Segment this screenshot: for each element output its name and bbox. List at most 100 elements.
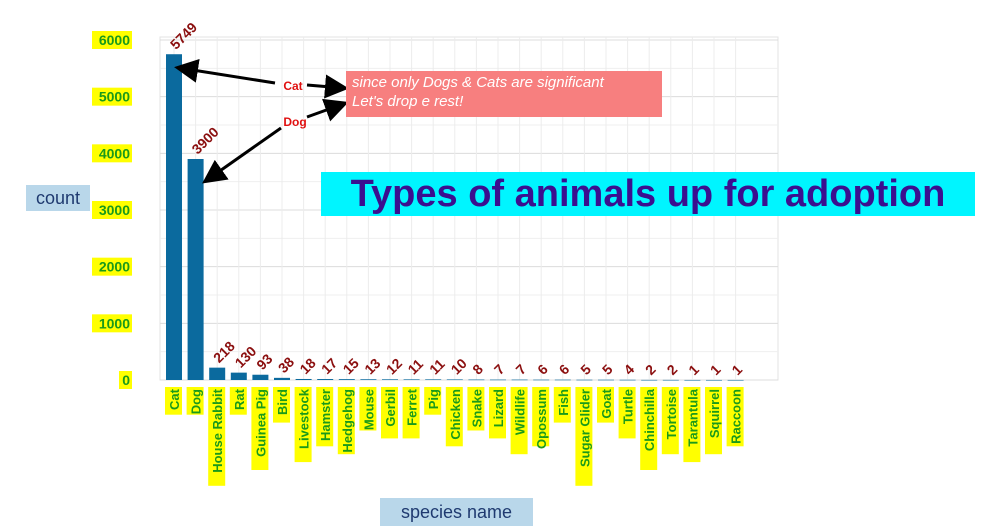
x-tick-label-bg [618, 387, 636, 439]
x-tick-label-bg [229, 387, 247, 415]
x-tick-label-bg [640, 387, 658, 470]
x-tick-label-bg [294, 387, 312, 463]
bar [662, 379, 679, 381]
x-tick-label-bg [273, 387, 290, 423]
bar [598, 379, 614, 381]
bar [468, 379, 485, 381]
y-tick-label: 5000 [92, 87, 132, 106]
x-tick-text: Mouse [361, 389, 376, 430]
x-tick-label-bg [467, 387, 485, 431]
annotation-line-2: Let's drop e rest! [352, 93, 464, 110]
annotation-line-1: since only Dogs & Cats are significant [352, 74, 604, 91]
x-tick-label-bg [532, 387, 550, 447]
bar [338, 379, 355, 380]
x-tick-label: House Rabbit [208, 387, 226, 486]
bar [684, 379, 701, 381]
y-tick-labels: 0 1000 2000 3000 4000 5000 6000 [92, 31, 132, 389]
y-tick-text: 0 [122, 372, 130, 388]
y-tick-label: 0 [119, 371, 132, 389]
y-tick-label: 1000 [92, 314, 132, 333]
x-tick-label-bg [489, 387, 506, 439]
x-tick-label: Sugar Glider [575, 387, 593, 486]
x-tick-label: Livestock [294, 387, 312, 463]
y-tick-text: 1000 [99, 315, 130, 331]
x-tick-label-bg [251, 387, 269, 470]
bar [727, 379, 744, 381]
bar [166, 54, 182, 381]
x-tick-label-bg [510, 387, 528, 455]
x-tick-text: Hedgehog [340, 389, 355, 453]
bar [382, 379, 398, 380]
x-tick-text: Tarantula [685, 388, 700, 446]
x-tick-label: Ferret [402, 387, 420, 439]
x-tick-text: Tortoise [664, 389, 679, 439]
x-tick-text: Livestock [297, 388, 312, 449]
x-tick-label-bg [705, 387, 722, 455]
y-tick-label-bg [92, 314, 132, 333]
y-tick-label-bg [92, 201, 132, 219]
bar [274, 377, 290, 380]
bar [490, 379, 506, 381]
y-tick-label: 4000 [92, 144, 132, 163]
x-tick-label-bg [424, 387, 442, 415]
x-tick-label-bg [445, 387, 463, 447]
x-tick-label: Wildlife [510, 387, 528, 455]
x-tick-label-bg [661, 387, 679, 455]
x-tick-label: Mouse [359, 387, 377, 431]
x-tick-label: Snake [467, 387, 485, 431]
x-tick-text: Lizard [491, 389, 506, 427]
y-tick-text: 3000 [99, 202, 130, 218]
bar [403, 379, 420, 380]
x-tick-text: Pig [426, 389, 441, 409]
x-tick-label-bg [726, 387, 744, 447]
x-tick-label: Rat [229, 387, 247, 415]
bar [641, 379, 658, 381]
x-tick-label: Cat [165, 387, 182, 415]
x-tick-text: Chicken [448, 389, 463, 440]
x-tick-label: Raccoon [726, 387, 744, 447]
y-tick-label-bg [92, 87, 132, 106]
x-tick-labels: Cat Dog House Rabbit Rat Guinea Pig Bird Lives… [165, 387, 744, 486]
y-tick-label-bg [119, 371, 132, 389]
x-tick-label: Lizard [489, 387, 506, 439]
x-tick-label-bg [402, 387, 420, 439]
x-tick-label: Turtle [618, 387, 636, 439]
x-tick-text: Fish [556, 389, 571, 416]
x-tick-text: Rat [232, 388, 247, 410]
x-tick-text: Goat [599, 388, 614, 418]
x-tick-text: Raccoon [729, 389, 744, 444]
x-tick-text: Gerbil [383, 389, 398, 427]
x-tick-label: Tarantula [683, 387, 701, 463]
x-tick-text: Opossum [534, 389, 549, 449]
x-tick-text: Sugar Glider [577, 389, 592, 467]
bar [576, 379, 593, 381]
bar [252, 374, 269, 380]
arrow-label-cat: Cat [283, 79, 302, 93]
x-tick-label: Hedgehog [337, 387, 355, 455]
x-tick-text: Bird [275, 389, 290, 415]
x-tick-label-bg [553, 387, 571, 423]
x-axis-label: species name [400, 502, 513, 522]
y-axis-label-box: count [26, 185, 90, 211]
x-tick-text: Snake [469, 389, 484, 427]
x-tick-label: Guinea Pig [251, 387, 269, 470]
y-tick-text: 4000 [99, 145, 130, 161]
x-tick-label: Goat [597, 387, 614, 423]
y-tick-label: 2000 [92, 257, 132, 276]
bar [187, 159, 204, 380]
x-tick-label-bg [359, 387, 377, 431]
arrow-dog-to-bar [202, 126, 282, 184]
x-tick-text: Guinea Pig [253, 389, 268, 457]
arrow-cat-to-note [306, 74, 349, 99]
x-tick-label-bg [683, 387, 701, 463]
x-tick-label: Opossum [532, 387, 550, 449]
x-tick-label-bg [381, 387, 398, 439]
x-tick-text: Chinchilla [642, 388, 657, 451]
x-tick-label: Pig [424, 387, 442, 415]
y-tick-text: 6000 [99, 32, 130, 48]
bar [554, 379, 571, 381]
x-tick-text: Wildlife [513, 389, 528, 435]
x-tick-label-bg [165, 387, 182, 415]
bar [446, 379, 463, 381]
bar [230, 372, 247, 380]
